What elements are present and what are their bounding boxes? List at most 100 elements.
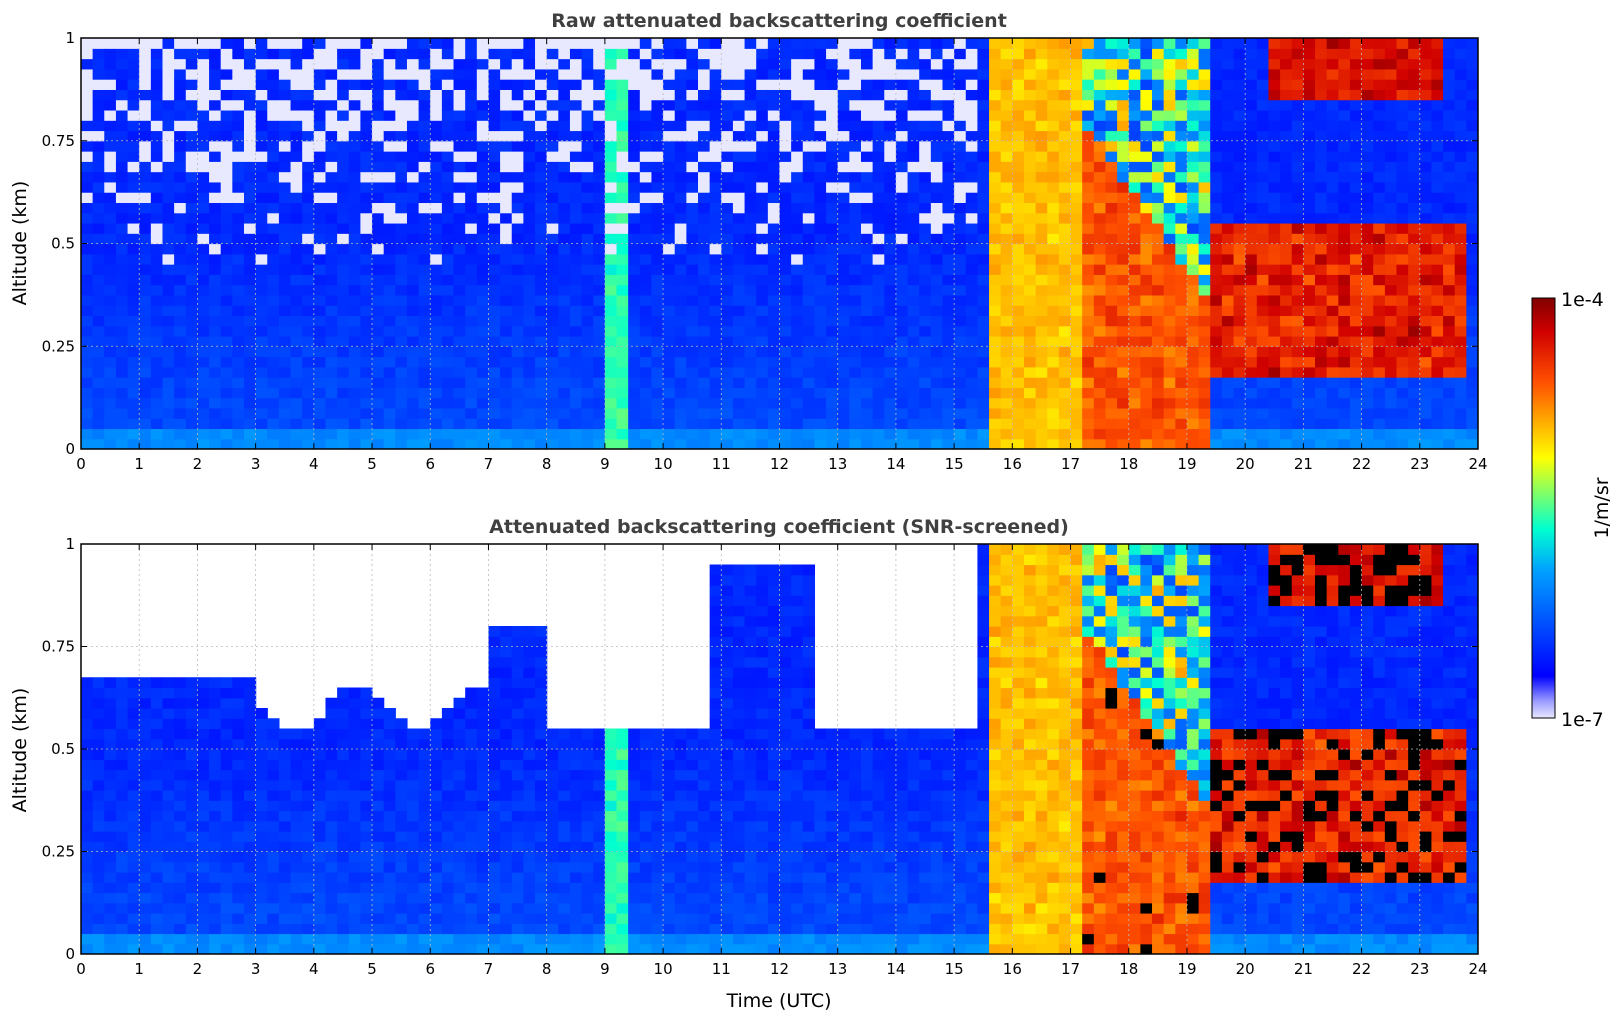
heatmap-cell <box>348 356 361 368</box>
heatmap-cell <box>139 130 152 142</box>
heatmap-cell <box>1233 222 1246 234</box>
heatmap-cell <box>1338 68 1351 80</box>
heatmap-cell <box>232 171 245 183</box>
heatmap-cell <box>267 366 280 378</box>
heatmap-cell <box>965 109 979 121</box>
heatmap-cell <box>1210 212 1223 224</box>
heatmap-cell <box>139 140 152 152</box>
heatmap-cell <box>337 181 350 193</box>
heatmap-cell <box>837 181 850 193</box>
heatmap-cell <box>162 140 175 152</box>
heatmap-cell <box>709 407 722 419</box>
heatmap-cell <box>418 325 431 337</box>
heatmap-cell <box>1396 202 1409 214</box>
heatmap-cell <box>337 222 350 234</box>
heatmap-cell <box>569 151 583 162</box>
heatmap-cell <box>1396 130 1409 142</box>
heatmap-cell <box>663 151 676 162</box>
heatmap-cell <box>1082 418 1095 430</box>
heatmap-cell <box>1058 315 1072 327</box>
heatmap-cell <box>639 335 653 347</box>
heatmap-cell <box>430 325 443 337</box>
heatmap-cell <box>1175 294 1188 306</box>
heatmap-cell <box>1221 243 1235 255</box>
heatmap-cell <box>628 387 641 399</box>
heatmap-cell <box>430 68 443 80</box>
heatmap-cell <box>535 68 548 80</box>
heatmap-cell <box>1140 428 1153 440</box>
heatmap-cell <box>1408 181 1421 193</box>
heatmap-cell <box>267 222 280 234</box>
heatmap-cell <box>1140 325 1153 337</box>
heatmap-cell <box>1373 48 1386 60</box>
heatmap-cell <box>1361 120 1374 132</box>
heatmap-cell <box>1454 438 1467 449</box>
heatmap-cell <box>814 356 827 368</box>
heatmap-cell <box>1361 48 1374 60</box>
heatmap-cell <box>1454 325 1467 337</box>
heatmap-cell <box>581 356 594 368</box>
heatmap-cell <box>1466 377 1478 388</box>
heatmap-cell <box>1454 356 1467 368</box>
heatmap-cell <box>779 335 792 347</box>
heatmap-cell <box>1140 48 1153 60</box>
heatmap-cell <box>115 274 129 286</box>
heatmap-cell <box>150 366 164 378</box>
heatmap-cell <box>837 438 850 449</box>
heatmap-cell <box>1233 243 1246 255</box>
heatmap-cell <box>1221 38 1235 49</box>
heatmap-cell <box>604 274 618 286</box>
heatmap-cell <box>930 428 944 440</box>
heatmap-cell <box>209 366 222 378</box>
heatmap-cell <box>127 212 140 224</box>
heatmap-cell <box>814 130 827 142</box>
heatmap-cell <box>104 831 117 842</box>
heatmap-cell <box>488 89 501 101</box>
heatmap-cell <box>511 89 524 101</box>
heatmap-cell <box>313 120 327 132</box>
heatmap-cell <box>1373 325 1386 337</box>
heatmap-cell <box>209 294 222 306</box>
heatmap-cell <box>930 253 944 265</box>
heatmap-cell <box>1326 68 1339 80</box>
heatmap-cell <box>837 253 850 265</box>
heatmap-cell <box>418 212 431 224</box>
heatmap-cell <box>698 68 711 80</box>
heatmap-cell <box>535 140 548 152</box>
heatmap-cell <box>1384 264 1398 275</box>
heatmap-cell <box>523 274 536 286</box>
heatmap-cell <box>989 366 1002 378</box>
heatmap-cell <box>895 438 909 449</box>
heatmap-cell <box>1256 274 1270 286</box>
y-tick-label: 0.5 <box>51 235 75 253</box>
heatmap-cell <box>127 253 140 265</box>
heatmap-cell <box>1338 366 1351 378</box>
heatmap-cell <box>767 140 781 152</box>
heatmap-cell <box>290 377 303 388</box>
heatmap-cell <box>1233 294 1246 306</box>
heatmap-cell <box>1012 294 1025 306</box>
heatmap-cell <box>965 305 979 317</box>
heatmap-cell <box>884 181 897 193</box>
heatmap-cell <box>1466 346 1478 358</box>
heatmap-cell <box>1373 79 1386 90</box>
heatmap-cell <box>302 274 315 286</box>
heatmap-cell <box>81 202 94 214</box>
heatmap-cell <box>465 233 478 245</box>
heatmap-cell <box>1163 68 1176 80</box>
heatmap-cell <box>535 181 548 193</box>
heatmap-cell <box>581 264 594 275</box>
heatmap-cell <box>732 264 746 275</box>
heatmap-cell <box>104 161 117 173</box>
heatmap-cell <box>1186 274 1200 286</box>
heatmap-cell <box>581 335 594 347</box>
heatmap-cell <box>593 335 606 347</box>
heatmap-cell <box>1093 325 1107 337</box>
heatmap-cell <box>1035 212 1048 224</box>
heatmap-cell <box>139 387 152 399</box>
heatmap-cell <box>663 387 676 399</box>
heatmap-cell <box>593 68 606 80</box>
heatmap-cell <box>1058 120 1072 132</box>
heatmap-cell <box>628 418 641 430</box>
heatmap-cell <box>721 48 734 60</box>
